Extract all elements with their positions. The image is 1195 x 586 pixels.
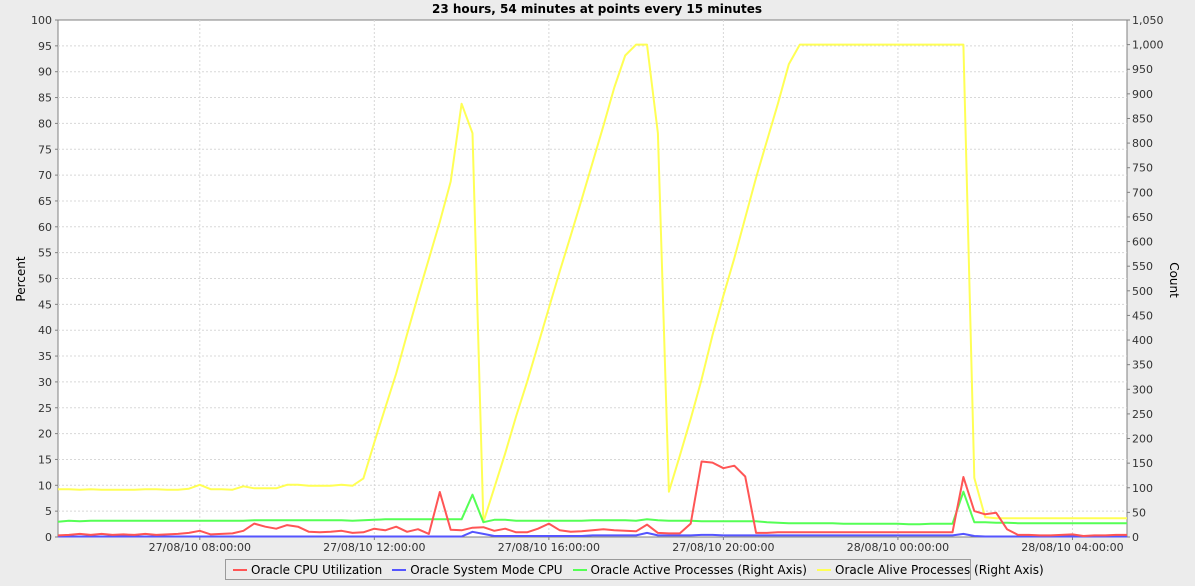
- legend-swatch-system-mode-cpu: [392, 568, 407, 571]
- legend-item-system-mode-cpu: Oracle System Mode CPU: [392, 562, 563, 577]
- left-tick-label: 65: [38, 195, 52, 208]
- left-tick-label: 10: [38, 479, 52, 492]
- right-tick-label: 400: [1132, 334, 1153, 347]
- left-tick-label: 90: [38, 66, 52, 79]
- left-tick-label: 0: [45, 531, 52, 544]
- right-tick-label: 0: [1132, 531, 1139, 544]
- series-lines: [57, 43, 1127, 538]
- right-tick-label: 450: [1132, 309, 1153, 322]
- legend-swatch-cpu-utilization: [233, 568, 247, 571]
- left-tick-label: 55: [38, 247, 52, 260]
- legend-item-alive-processes: Oracle Alive Processes (Right Axis): [817, 563, 1044, 577]
- chart-title: 23 hours, 54 minutes at points every 15 …: [432, 2, 762, 16]
- right-y-axis: 0 50 100 150 200 250 300 350 400 450 500 550 600 650 7…: [1127, 14, 1164, 544]
- left-tick-label: 80: [38, 117, 52, 130]
- legend-swatch-active-processes: [572, 568, 587, 571]
- x-tick-label: 27/08/10 12:00:00: [323, 541, 425, 554]
- right-tick-label: 250: [1132, 408, 1153, 421]
- right-tick-label: 850: [1132, 112, 1153, 125]
- legend-swatch-alive-processes: [817, 568, 831, 571]
- plot-background: [57, 19, 1128, 538]
- right-tick-label: 650: [1132, 211, 1153, 224]
- legend-item-cpu-utilization: Oracle CPU Utilization: [233, 563, 382, 577]
- x-tick-label: 28/08/10 00:00:00: [847, 541, 949, 554]
- left-tick-label: 75: [38, 143, 52, 156]
- x-tick-label: 27/08/10 16:00:00: [498, 541, 600, 554]
- left-tick-label: 30: [38, 376, 52, 389]
- right-tick-label: 950: [1132, 63, 1153, 76]
- left-tick-label: 40: [38, 324, 52, 337]
- legend-label-system-mode-cpu: Oracle System Mode CPU: [410, 562, 563, 577]
- right-tick-label: 1,050: [1132, 14, 1164, 27]
- legend-label-alive-processes: Oracle Alive Processes (Right Axis): [835, 562, 1044, 577]
- left-tick-label: 20: [38, 428, 52, 441]
- right-tick-label: 700: [1132, 186, 1153, 199]
- series-line-0: [57, 460, 1127, 537]
- chart-legend: Oracle CPU Utilization Oracle System Mod…: [225, 559, 1044, 580]
- legend-label-active-processes: Oracle Active Processes (Right Axis): [590, 562, 807, 577]
- x-tick-label: 28/08/10 04:00:00: [1021, 541, 1123, 554]
- left-tick-label: 100: [31, 14, 52, 27]
- left-tick-label: 70: [38, 169, 52, 182]
- right-tick-label: 100: [1132, 482, 1153, 495]
- x-tick-label: 27/08/10 20:00:00: [672, 541, 774, 554]
- left-tick-label: 15: [38, 453, 52, 466]
- right-tick-label: 200: [1132, 433, 1153, 446]
- plot-area: [57, 19, 1128, 538]
- series-line-3: [58, 43, 1127, 524]
- series-line-1: [58, 530, 1127, 538]
- right-tick-label: 300: [1132, 383, 1153, 396]
- right-tick-label: 750: [1132, 162, 1153, 175]
- legend-label-cpu-utilization: Oracle CPU Utilization: [251, 562, 383, 577]
- right-tick-label: 600: [1132, 236, 1153, 249]
- right-tick-label: 50: [1132, 506, 1146, 519]
- left-tick-label: 25: [38, 402, 52, 415]
- left-tick-label: 85: [38, 92, 52, 105]
- series-line-2: [57, 490, 1127, 526]
- left-tick-label: 60: [38, 221, 52, 234]
- left-y-axis: 0 5 10 15 20 25 30 35 40 45 50 55 60 65 70 75 80 85 90 95 10…: [31, 14, 58, 544]
- left-tick-label: 45: [38, 298, 52, 311]
- x-axis: 27/08/10 08:00:00 27/08/10 12:00:00 27/08/…: [149, 537, 1124, 554]
- x-tick-label: 27/08/10 08:00:00: [149, 541, 251, 554]
- left-tick-label: 50: [38, 273, 52, 286]
- right-tick-label: 350: [1132, 359, 1153, 372]
- right-tick-label: 150: [1132, 457, 1153, 470]
- right-tick-label: 800: [1132, 137, 1153, 150]
- legend-item-active-processes: Oracle Active Processes (Right Axis): [572, 562, 807, 577]
- right-tick-label: 500: [1132, 285, 1153, 298]
- left-tick-label: 5: [45, 505, 52, 518]
- left-tick-label: 35: [38, 350, 52, 363]
- left-tick-label: 95: [38, 40, 52, 53]
- right-tick-label: 1,000: [1132, 39, 1164, 52]
- right-axis-label: Count: [1167, 262, 1181, 298]
- right-tick-label: 900: [1132, 88, 1153, 101]
- left-axis-label: Percent: [14, 256, 28, 301]
- right-tick-label: 550: [1132, 260, 1153, 273]
